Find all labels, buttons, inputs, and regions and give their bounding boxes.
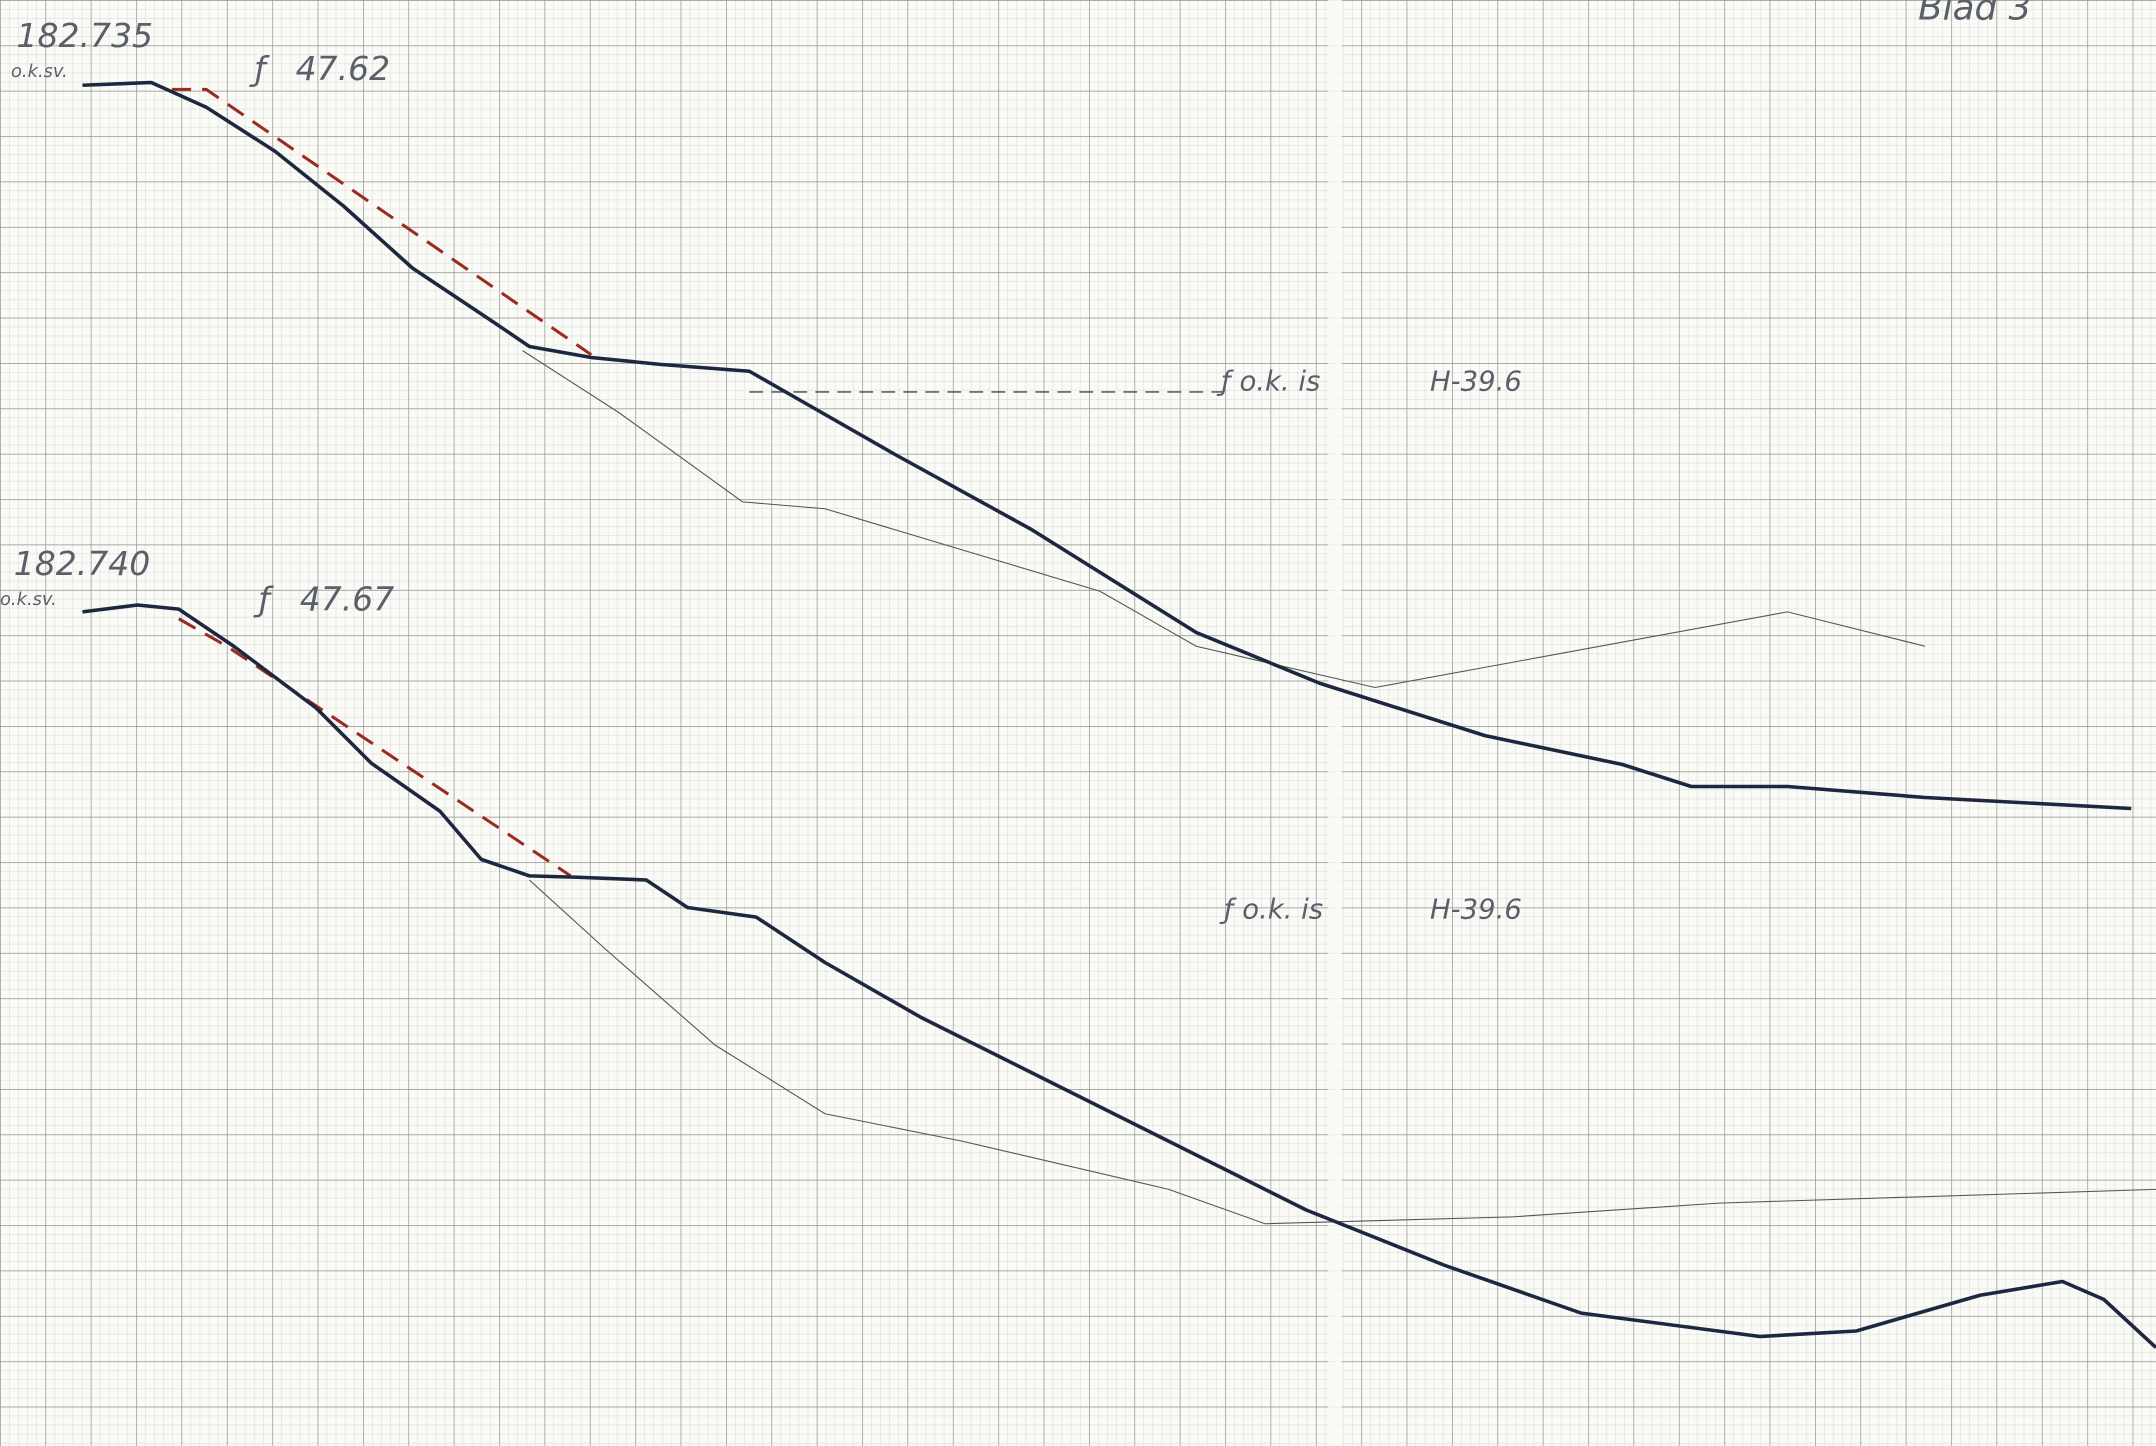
- height-label: H-39.6: [1430, 894, 1522, 926]
- ice-label: ƒ o.k. is: [1219, 894, 1323, 926]
- scan-stripe: [1328, 0, 1342, 1446]
- station-label: 182.735: [17, 16, 153, 55]
- level-label: 47.62: [296, 49, 390, 88]
- ice-label: ƒ o.k. is: [1216, 366, 1320, 398]
- ok-label: o.k.sv.: [11, 61, 68, 82]
- station-label: 182.740: [14, 544, 150, 583]
- cl-mark: ƒ: [253, 580, 275, 619]
- profile-line: [82, 80, 2132, 811]
- thin-profile-line: [529, 879, 2156, 1225]
- profile-line: [82, 603, 2156, 1349]
- thin-profile-line: [522, 350, 1926, 689]
- height-label: H-39.6: [1430, 366, 1522, 398]
- ice-text: o.k. is: [1242, 894, 1323, 926]
- ok-label: o.k.sv.: [0, 589, 57, 610]
- dashed-grade-line: [177, 617, 572, 878]
- cl-mark: ƒ: [248, 49, 270, 88]
- ice-text: o.k. is: [1239, 366, 1320, 398]
- sheet-label: Blad 3: [1918, 0, 2031, 28]
- level-label: 47.67: [300, 580, 394, 619]
- dashed-grade-line: [171, 87, 593, 356]
